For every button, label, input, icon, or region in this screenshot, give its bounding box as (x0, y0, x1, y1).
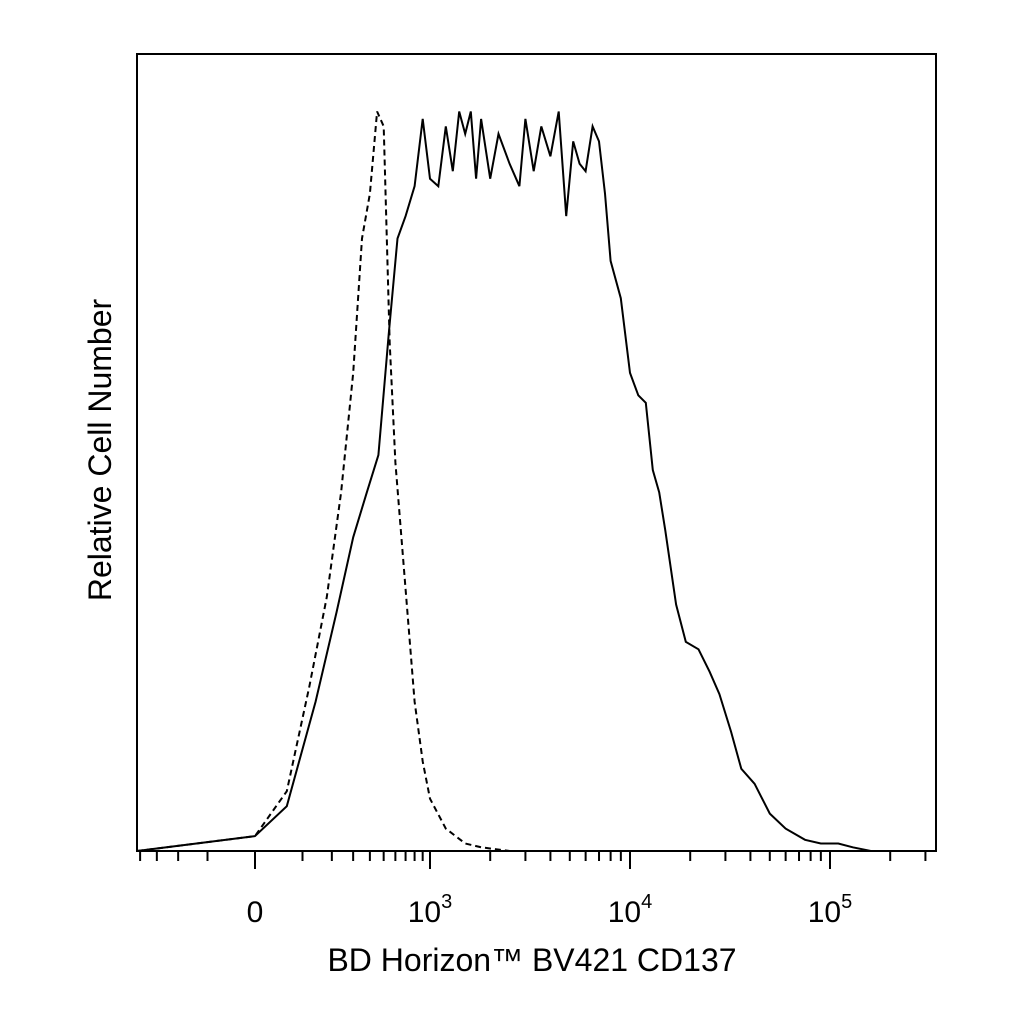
x-tick-label: 105 (808, 891, 853, 929)
x-tick-label: 0 (247, 896, 264, 929)
x-axis-title: BD Horizon™ BV421 CD137 (327, 942, 736, 978)
series-line-solid (136, 111, 891, 852)
series-line-dashed (136, 111, 891, 852)
x-tick-label: 103 (408, 891, 453, 929)
x-axis: 0 103 104 105 (139, 851, 927, 929)
x-tick-label: 104 (608, 891, 653, 929)
plot-frame (136, 53, 937, 852)
series-layer (136, 111, 891, 852)
y-axis-title: Relative Cell Number (82, 298, 118, 601)
